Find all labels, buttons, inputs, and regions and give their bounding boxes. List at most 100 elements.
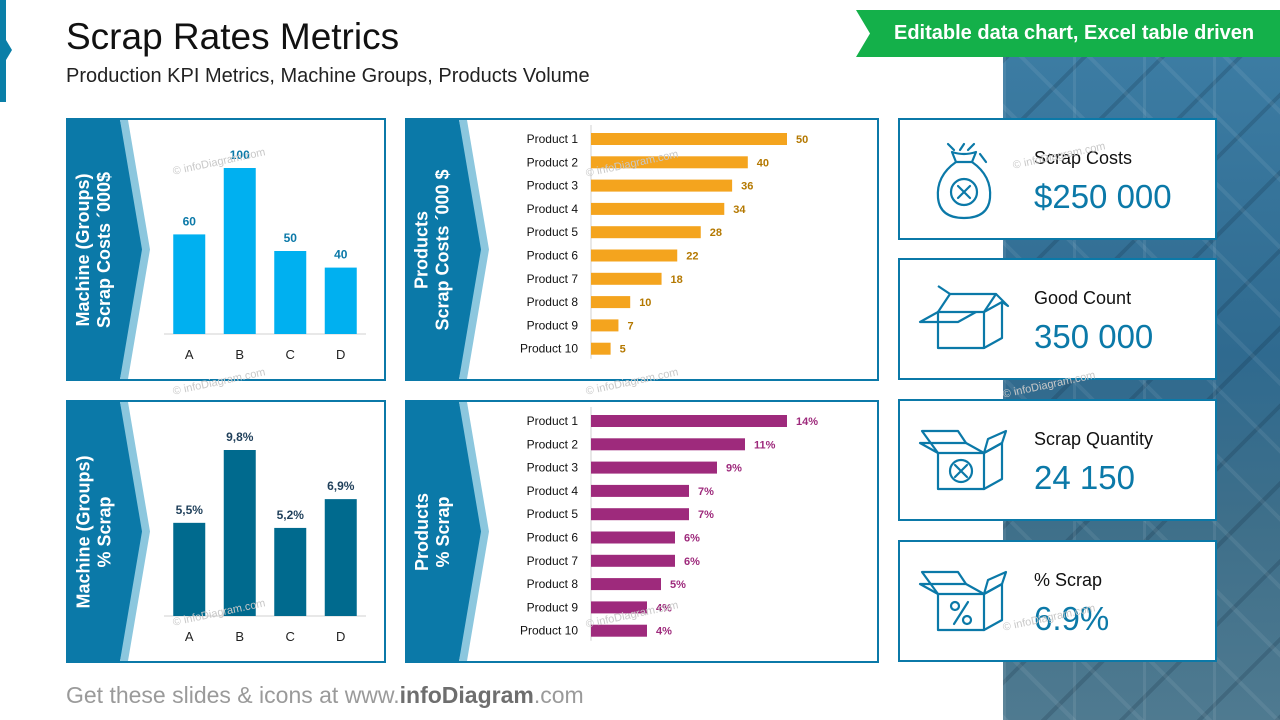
data-label: 18 [671, 274, 683, 286]
y-tick-label: Product 4 [527, 484, 579, 498]
y-tick-label: Product 2 [527, 155, 579, 169]
y-tick-label: Product 1 [527, 132, 579, 146]
page-title: Scrap Rates Metrics [66, 16, 400, 57]
data-label: 50 [284, 231, 298, 245]
bar [591, 601, 647, 614]
kpi-value: 350 000 [1034, 318, 1154, 355]
kpi-label: Scrap Costs [1034, 148, 1133, 168]
data-label: 28 [710, 227, 722, 239]
panel-label-line1: Machine (Groups) [73, 454, 94, 609]
x-tick-label: D [336, 629, 345, 644]
y-tick-label: Product 7 [527, 272, 579, 286]
products-percent-scrap-chart: Product 1 14% Product 2 11% Product 3 9% Produ… [491, 402, 877, 661]
y-tick-label: Product 9 [527, 318, 579, 332]
bar [274, 527, 307, 616]
bar [223, 450, 256, 616]
bar [591, 272, 662, 285]
x-tick-label: D [336, 347, 345, 362]
bar [591, 133, 787, 145]
bar [591, 624, 647, 637]
money-bag-x-icon [936, 142, 992, 220]
y-tick-label: Product 5 [527, 507, 579, 521]
data-label: 5,5% [176, 503, 204, 517]
bar [591, 554, 675, 567]
data-label: 40 [334, 248, 348, 262]
kpi-label: % Scrap [1034, 570, 1103, 590]
footer-prefix: Get these slides & icons at www. [66, 682, 400, 708]
bar [591, 226, 701, 239]
left-accent-bar [0, 0, 6, 102]
products-percent-scrap-svg: Product 1 14% Product 2 11% Product 3 9% Produ… [520, 407, 818, 641]
data-label: 14% [796, 416, 818, 428]
bar [591, 508, 689, 521]
data-label: 100 [230, 148, 250, 162]
data-label: 60 [183, 214, 197, 228]
panel-side-label: Products Scrap Costs ´000 $ [407, 120, 459, 379]
bar [591, 202, 725, 215]
data-label: 4% [656, 602, 672, 614]
bar [591, 531, 675, 544]
machine-percent-scrap-chart: 5,5% A 9,8% B 5,2% C 6,9% D [152, 402, 384, 661]
data-label: 7% [698, 509, 714, 521]
kpi-card-percent-scrap: % Scrap 6.9% © infoDiagram.com [898, 540, 1217, 662]
y-tick-label: Product 7 [527, 554, 579, 568]
y-tick-label: Product 5 [527, 225, 579, 239]
bar [591, 438, 745, 451]
data-label: 10 [639, 297, 651, 309]
kpi-value: 24 150 [1034, 459, 1135, 496]
data-label: 5,2% [277, 508, 305, 522]
kpi-value: $250 000 [1034, 178, 1172, 215]
data-label: 9,8% [226, 430, 254, 444]
bar [591, 296, 631, 309]
machine-percent-scrap-svg: 5,5% A 9,8% B 5,2% C 6,9% D [164, 430, 366, 644]
panel-label-line1: Machine (Groups) [73, 172, 94, 327]
bar [591, 415, 787, 427]
kpi-value: 6.9% [1034, 600, 1110, 637]
data-label: 9% [726, 463, 742, 475]
x-tick-label: B [235, 347, 244, 362]
y-tick-label: Product 3 [527, 179, 579, 193]
products-percent-scrap-panel: Products % Scrap Product 1 14% Product 2 11… [405, 366, 879, 663]
panel-label-line2: Scrap Costs ´000 $ [433, 168, 454, 331]
bar [591, 484, 689, 497]
bar [591, 578, 661, 591]
kpi-card-good-count: Good Count 350 000 [898, 258, 1217, 380]
y-tick-label: Product 4 [527, 202, 579, 216]
bar [324, 267, 357, 334]
products-scrap-costs-chart: Product 1 50 Product 2 40 Product 3 36 Product… [491, 120, 877, 379]
bar [591, 461, 717, 474]
left-accent-notch [6, 40, 12, 60]
kpi-card-scrap-quantity: Scrap Quantity 24 150 © infoDiagram.com [898, 369, 1217, 521]
data-label: 11% [754, 439, 776, 451]
data-label: 7 [627, 320, 633, 332]
kpi-label: Scrap Quantity [1034, 429, 1154, 449]
panel-side-label: Machine (Groups) % Scrap [68, 402, 120, 661]
y-tick-label: Product 10 [520, 624, 578, 638]
machine-scrap-costs-svg: 60 A 100 B 50 C 40 D [164, 148, 366, 362]
editable-banner-text: Editable data chart, Excel table driven [894, 22, 1255, 44]
y-tick-label: Product 6 [527, 249, 579, 263]
x-tick-label: A [185, 347, 194, 362]
y-tick-label: Product 8 [527, 295, 579, 309]
page-subtitle: Production KPI Metrics, Machine Groups, … [66, 65, 590, 87]
bar [591, 156, 748, 169]
machine-scrap-costs-chart: 60 A 100 B 50 C 40 D [152, 120, 384, 379]
footer-link[interactable]: Get these slides & icons at www.infoDiag… [66, 682, 584, 709]
footer-brand: infoDiagram [399, 682, 534, 708]
bar [591, 249, 678, 262]
y-tick-label: Product 2 [527, 437, 579, 451]
y-tick-label: Product 8 [527, 577, 579, 591]
panel-label-line2: Scrap Costs ´000$ [94, 171, 115, 328]
data-label: 22 [686, 251, 698, 263]
panel-label-line1: Products [412, 492, 433, 571]
panel-side-label: Machine (Groups) Scrap Costs ´000$ [68, 120, 120, 379]
y-tick-label: Product 1 [527, 414, 579, 428]
machine-percent-scrap-panel: Machine (Groups) % Scrap 5,5% A 9,8% B 5,2% C… [66, 366, 386, 663]
bar [274, 251, 307, 334]
machine-scrap-costs-panel: Machine (Groups) Scrap Costs ´000$ 60 A 10… [66, 118, 386, 381]
x-tick-label: B [235, 629, 244, 644]
data-label: 5% [670, 579, 686, 591]
bar [173, 522, 206, 616]
data-label: 36 [741, 181, 753, 193]
panel-label-line2: % Scrap [433, 495, 454, 568]
